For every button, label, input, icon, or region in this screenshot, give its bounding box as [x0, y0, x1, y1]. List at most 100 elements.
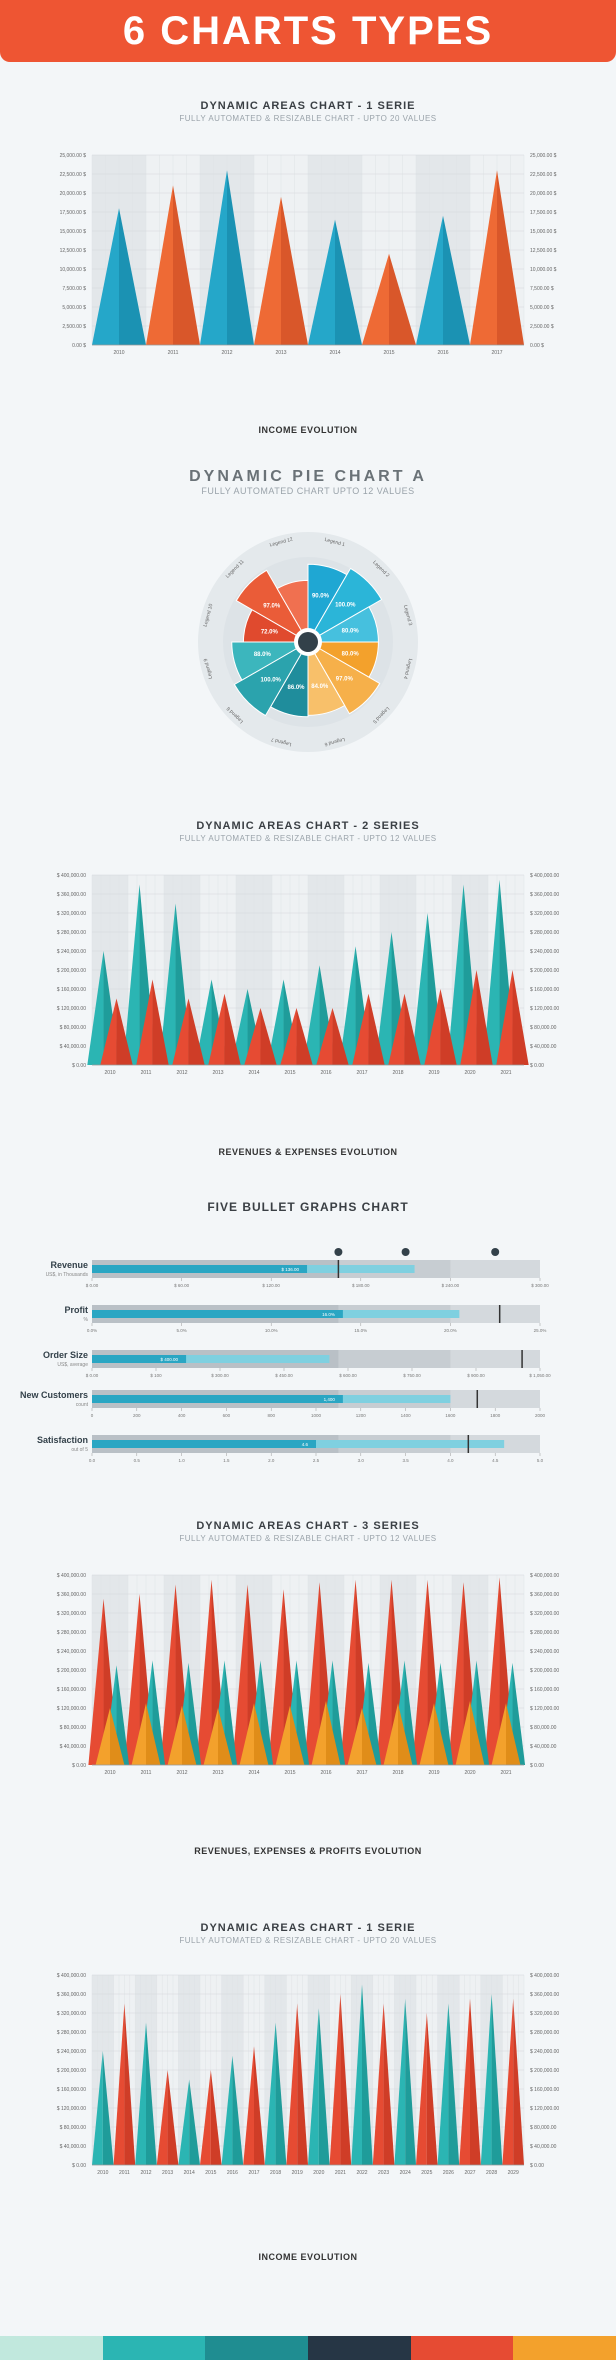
c6-title: DYNAMIC AREAS CHART - 1 SERIE: [200, 1922, 416, 1934]
bullet-tick-label: 0: [91, 1413, 94, 1418]
page-title: 6 CHARTS TYPES: [122, 9, 494, 53]
area-peak: [332, 1660, 346, 1765]
y-tick-label: 5,000.00 $: [62, 305, 86, 311]
y-tick-label: $ 240,000.00: [57, 949, 86, 955]
area-peak: [221, 2055, 233, 2165]
area-peak: [113, 2003, 125, 2165]
c3-subtitle: FULLY AUTOMATED & RESIZABLE CHART - UPTO…: [179, 834, 437, 843]
y-tick-label: $ 240,000.00: [530, 1649, 559, 1655]
y-tick-label: $ 40,000.00: [60, 2144, 87, 2150]
area-peak: [200, 2070, 211, 2165]
area-peak: [136, 979, 153, 1065]
chart-4: Revenue US$, in Thousands $ 136.00 $ 0.00 $ …: [20, 1248, 551, 1463]
area-peak: [188, 1662, 202, 1765]
bullet-label: Profit: [65, 1305, 89, 1315]
pie-label: 72.0%: [261, 630, 279, 636]
header-banner: [0, 0, 616, 62]
y-tick-label: $ 120,000.00: [57, 2106, 86, 2112]
pie-slice: [306, 567, 383, 644]
y-tick-label: 12,500.00 $: [530, 248, 557, 254]
c1-footer: INCOME EVOLUTION: [258, 425, 358, 435]
area-peak: [491, 1703, 506, 1765]
y-tick-label: $ 120,000.00: [57, 1706, 86, 1712]
y-tick-label: 12,500.00 $: [60, 248, 87, 254]
area-peak: [260, 1660, 274, 1765]
area-peak: [92, 2051, 103, 2165]
y-tick-label: $ 280,000.00: [530, 930, 559, 936]
y-tick-label: 2,500.00 $: [530, 324, 554, 330]
area-peak: [196, 1579, 212, 1765]
bullet-tick-label: 1600: [445, 1413, 456, 1418]
bullet-tick-label: 15.0%: [354, 1328, 367, 1333]
c2-title: DYNAMIC PIE CHART A: [189, 468, 427, 485]
c3-title: DYNAMIC AREAS CHART - 2 SERIES: [196, 820, 420, 832]
x-tick-label: 2011: [141, 1770, 152, 1776]
y-tick-label: 0.00 $: [530, 343, 544, 349]
bullet-tick-label: 400: [178, 1413, 186, 1418]
area-peak: [123, 884, 140, 1065]
x-tick-label: 2011: [168, 350, 179, 356]
x-tick-label: 2026: [443, 2170, 454, 2176]
pie-slice: [231, 641, 310, 681]
area-peak: [404, 1660, 418, 1765]
y-tick-label: $ 240,000.00: [57, 2049, 86, 2055]
area-peak: [476, 970, 493, 1065]
area-peak: [254, 1703, 269, 1765]
x-tick-label: 2010: [113, 350, 124, 356]
area-peak: [296, 1008, 313, 1065]
y-tick-label: $ 80,000.00: [530, 2125, 557, 2131]
y-tick-label: $ 0.00: [530, 1063, 544, 1069]
bullet-tick-label: $ 1,050.00: [529, 1373, 551, 1378]
y-tick-label: $ 240,000.00: [57, 1649, 86, 1655]
c6-footer: INCOME EVOLUTION: [258, 2252, 358, 2262]
x-tick-label: 2010: [97, 2170, 108, 2176]
area-peak: [208, 993, 225, 1065]
y-tick-label: $ 80,000.00: [60, 2125, 87, 2131]
area-peak: [375, 932, 392, 1065]
area-peak: [339, 946, 356, 1065]
area-peak: [459, 1998, 470, 2165]
area-peak: [178, 2079, 190, 2165]
bullet-tick-label: 3.5: [402, 1458, 409, 1463]
strip-segment: [205, 2336, 309, 2360]
x-tick-label: 2021: [500, 1070, 511, 1076]
x-tick-label: 2014: [184, 2170, 195, 2176]
area-peak: [264, 2022, 276, 2165]
area-peak: [100, 998, 117, 1065]
bullet-label: New Customers: [20, 1390, 88, 1400]
y-tick-label: $ 0.00: [72, 1763, 86, 1769]
y-tick-label: $ 40,000.00: [530, 1744, 557, 1750]
bullet-tick-label: 2000: [535, 1413, 546, 1418]
bullet-dot: [334, 1248, 343, 1256]
area-peak: [326, 1700, 341, 1765]
x-tick-label: 2013: [212, 1770, 223, 1776]
area-peak: [244, 1008, 261, 1065]
x-tick-label: 2012: [176, 1770, 187, 1776]
y-tick-label: $ 360,000.00: [57, 892, 86, 898]
pie-label: 90.0%: [312, 593, 330, 599]
pie-legend-label: Legend 3: [402, 604, 413, 626]
area-peak: [316, 1008, 333, 1065]
y-tick-label: 10,000.00 $: [530, 267, 557, 273]
y-tick-label: $ 400,000.00: [530, 1573, 559, 1579]
y-tick-label: 5,000.00 $: [530, 305, 554, 311]
pie-label: 80.0%: [342, 629, 360, 635]
area-peak: [243, 2046, 254, 2165]
area-peak: [362, 1708, 377, 1765]
area-peak: [437, 2003, 449, 2165]
y-tick-label: $ 160,000.00: [57, 2087, 86, 2093]
x-tick-label: 2015: [205, 2170, 216, 2176]
area-peak: [189, 2079, 200, 2165]
x-tick-label: 2028: [486, 2170, 497, 2176]
y-tick-label: $ 360,000.00: [530, 892, 559, 898]
area-peak: [167, 1705, 182, 1765]
c5-footer: REVENUES, EXPENSES & PROFITS EVOLUTION: [194, 1846, 422, 1856]
bullet-tick-label: $ 100: [150, 1373, 162, 1378]
bullet-label: Revenue: [50, 1260, 88, 1270]
x-tick-label: 2022: [356, 2170, 367, 2176]
area-peak: [424, 989, 441, 1065]
area-peak: [173, 185, 200, 345]
y-tick-label: $ 40,000.00: [530, 2144, 557, 2150]
area-peak: [476, 1660, 490, 1765]
